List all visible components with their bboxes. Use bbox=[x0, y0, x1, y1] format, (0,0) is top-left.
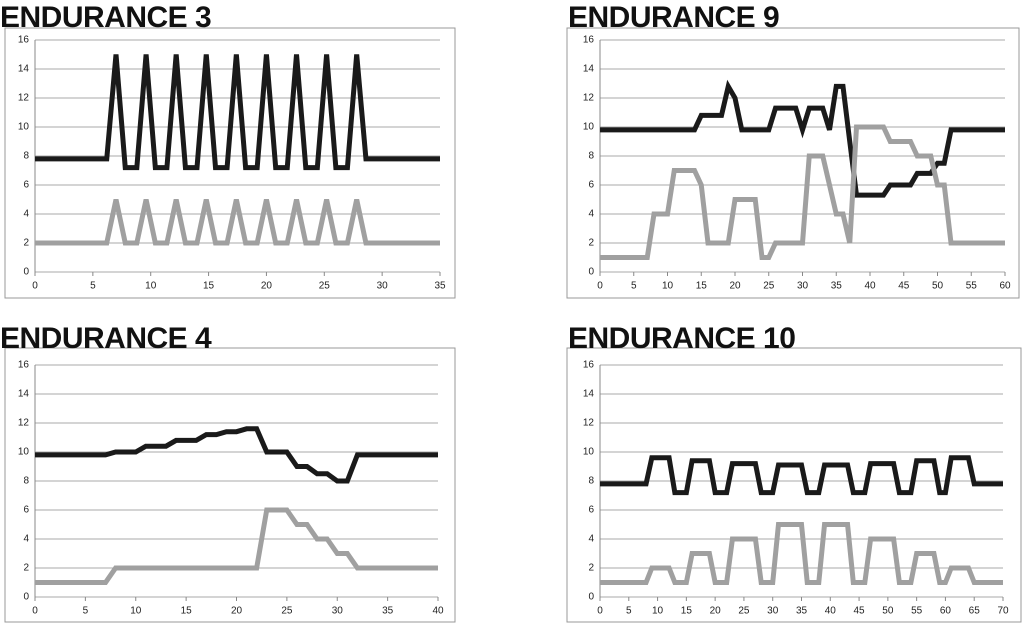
y-tick-label: 2 bbox=[588, 563, 594, 574]
y-tick-label: 4 bbox=[23, 534, 29, 545]
chart-title: ENDURANCE 3 bbox=[0, 1, 211, 34]
y-tick-label: 4 bbox=[588, 534, 594, 545]
x-tick-label: 35 bbox=[382, 606, 394, 617]
y-tick-label: 0 bbox=[23, 267, 29, 278]
x-tick-label: 15 bbox=[181, 606, 193, 617]
y-tick-label: 16 bbox=[18, 360, 30, 371]
y-tick-label: 6 bbox=[588, 505, 594, 516]
y-tick-label: 16 bbox=[18, 35, 30, 46]
x-tick-label: 5 bbox=[90, 281, 96, 292]
x-tick-label: 70 bbox=[997, 606, 1009, 617]
x-tick-label: 55 bbox=[911, 606, 923, 617]
y-tick-label: 8 bbox=[23, 476, 29, 487]
y-tick-label: 0 bbox=[588, 267, 594, 278]
series-line bbox=[600, 455, 1003, 496]
x-tick-label: 35 bbox=[796, 606, 808, 617]
x-tick-label: 30 bbox=[377, 281, 389, 292]
x-tick-label: 55 bbox=[966, 281, 978, 292]
x-tick-label: 20 bbox=[710, 606, 722, 617]
x-tick-label: 30 bbox=[797, 281, 809, 292]
y-tick-label: 2 bbox=[23, 238, 29, 249]
x-tick-label: 5 bbox=[626, 606, 632, 617]
y-tick-label: 6 bbox=[588, 180, 594, 191]
x-tick-label: 25 bbox=[319, 281, 331, 292]
x-tick-label: 35 bbox=[434, 281, 446, 292]
x-tick-label: 10 bbox=[130, 606, 142, 617]
y-tick-label: 4 bbox=[23, 209, 29, 220]
y-tick-label: 12 bbox=[18, 418, 30, 429]
y-tick-label: 10 bbox=[18, 122, 30, 133]
x-tick-label: 20 bbox=[231, 606, 243, 617]
y-tick-label: 6 bbox=[23, 505, 29, 516]
y-tick-label: 12 bbox=[583, 93, 595, 104]
y-tick-label: 2 bbox=[23, 563, 29, 574]
chart-frame bbox=[4, 27, 456, 299]
chart-title: ENDURANCE 9 bbox=[568, 1, 779, 34]
y-tick-label: 16 bbox=[583, 360, 595, 371]
series-line bbox=[35, 507, 438, 585]
y-tick-label: 6 bbox=[23, 180, 29, 191]
y-tick-label: 8 bbox=[23, 151, 29, 162]
x-tick-label: 50 bbox=[932, 281, 944, 292]
x-tick-label: 60 bbox=[999, 281, 1011, 292]
series-line bbox=[600, 522, 1003, 585]
y-tick-label: 14 bbox=[18, 389, 30, 400]
x-tick-label: 30 bbox=[332, 606, 344, 617]
y-tick-label: 14 bbox=[18, 64, 30, 75]
y-tick-label: 0 bbox=[23, 592, 29, 603]
y-tick-label: 10 bbox=[583, 122, 595, 133]
x-tick-label: 10 bbox=[662, 281, 674, 292]
x-tick-label: 25 bbox=[763, 281, 775, 292]
x-tick-label: 30 bbox=[767, 606, 779, 617]
y-tick-label: 4 bbox=[588, 209, 594, 220]
y-tick-label: 8 bbox=[588, 476, 594, 487]
x-tick-label: 45 bbox=[854, 606, 866, 617]
x-tick-label: 65 bbox=[969, 606, 981, 617]
x-tick-label: 0 bbox=[32, 281, 38, 292]
x-tick-label: 10 bbox=[145, 281, 157, 292]
y-tick-label: 12 bbox=[18, 93, 30, 104]
y-tick-label: 10 bbox=[583, 447, 595, 458]
series-line bbox=[600, 79, 1005, 198]
y-tick-label: 14 bbox=[583, 389, 595, 400]
x-tick-label: 40 bbox=[864, 281, 876, 292]
y-tick-label: 8 bbox=[588, 151, 594, 162]
x-tick-label: 5 bbox=[631, 281, 637, 292]
y-tick-label: 16 bbox=[583, 35, 595, 46]
x-tick-label: 35 bbox=[831, 281, 843, 292]
x-tick-label: 15 bbox=[203, 281, 215, 292]
x-tick-label: 0 bbox=[597, 606, 603, 617]
x-tick-label: 20 bbox=[261, 281, 273, 292]
x-tick-label: 60 bbox=[940, 606, 952, 617]
y-tick-label: 2 bbox=[588, 238, 594, 249]
y-tick-label: 14 bbox=[583, 64, 595, 75]
x-tick-label: 20 bbox=[729, 281, 741, 292]
chart-title: ENDURANCE 10 bbox=[568, 322, 795, 355]
series-line bbox=[35, 198, 440, 246]
x-tick-label: 0 bbox=[597, 281, 603, 292]
x-tick-label: 45 bbox=[898, 281, 910, 292]
chart-title: ENDURANCE 4 bbox=[0, 322, 212, 355]
y-tick-label: 12 bbox=[583, 418, 595, 429]
series-line bbox=[600, 124, 1005, 260]
y-tick-label: 0 bbox=[588, 592, 594, 603]
x-tick-label: 15 bbox=[681, 606, 693, 617]
y-tick-label: 10 bbox=[18, 447, 30, 458]
series-line bbox=[35, 426, 438, 484]
x-tick-label: 5 bbox=[83, 606, 89, 617]
x-tick-label: 25 bbox=[281, 606, 293, 617]
x-tick-label: 0 bbox=[32, 606, 38, 617]
x-tick-label: 15 bbox=[696, 281, 708, 292]
x-tick-label: 40 bbox=[825, 606, 837, 617]
series-line bbox=[35, 54, 440, 171]
x-tick-label: 40 bbox=[432, 606, 444, 617]
x-tick-label: 10 bbox=[652, 606, 664, 617]
x-tick-label: 50 bbox=[882, 606, 894, 617]
x-tick-label: 25 bbox=[738, 606, 750, 617]
